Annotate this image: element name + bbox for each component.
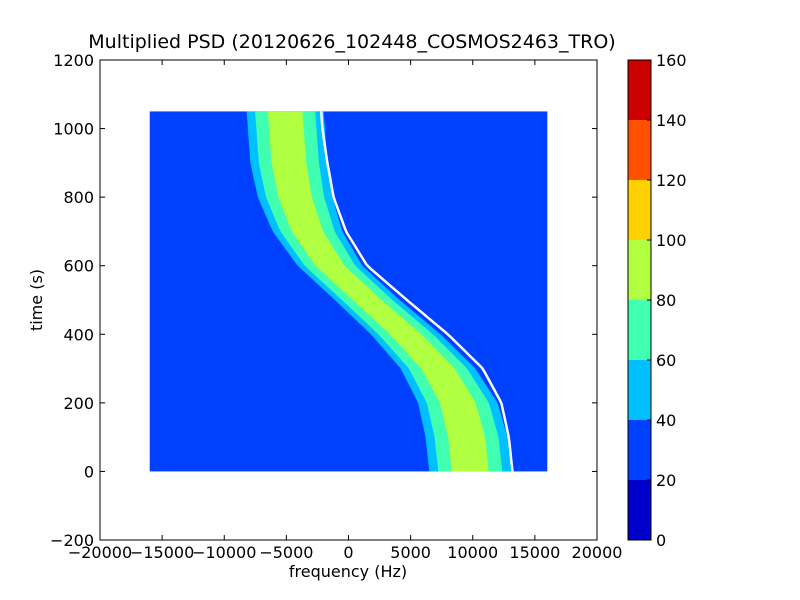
signal-band-level-3 bbox=[267, 111, 489, 472]
y-tick-label: 800 bbox=[63, 188, 94, 207]
colorbar-segment bbox=[628, 180, 651, 240]
colorbar-segment bbox=[628, 240, 651, 300]
y-tick-label: 0 bbox=[84, 462, 94, 481]
colorbar: 0 20 40 60 80 100 120 140 160 bbox=[627, 51, 687, 550]
colorbar-tick-label: 160 bbox=[656, 51, 687, 70]
y-tick-label: 200 bbox=[63, 394, 94, 413]
colorbar-tick-label: 60 bbox=[656, 351, 676, 370]
colorbar-tick-label: 140 bbox=[656, 111, 687, 130]
x-tick-label: 10000 bbox=[447, 543, 498, 562]
colorbar-tick-label: 40 bbox=[656, 411, 676, 430]
y-tick-label: 400 bbox=[63, 325, 94, 344]
colorbar-segment bbox=[628, 360, 651, 420]
plot-area bbox=[99, 59, 598, 541]
x-tick-label: −15000 bbox=[130, 543, 194, 562]
x-tick-label: 0 bbox=[343, 543, 353, 562]
bright-edge-trace bbox=[319, 111, 514, 472]
y-axis-label: time (s) bbox=[27, 269, 46, 331]
y-tick-label: 1000 bbox=[53, 120, 94, 139]
colorbar-tick-label: 80 bbox=[656, 291, 676, 310]
colorbar-tick-label: 20 bbox=[656, 471, 676, 490]
colorbar-tick-label: 120 bbox=[656, 171, 687, 190]
colorbar-tick-label: 0 bbox=[656, 531, 666, 550]
y-tick-label: 1200 bbox=[53, 51, 94, 70]
colorbar-segment bbox=[628, 420, 651, 480]
y-tick-label: 600 bbox=[63, 257, 94, 276]
x-tick-label: −10000 bbox=[192, 543, 256, 562]
x-tick-label: 15000 bbox=[509, 543, 560, 562]
y-tick-label: −200 bbox=[50, 531, 94, 550]
colorbar-tick-label: 100 bbox=[656, 231, 687, 250]
x-axis: −20000−15000−10000 −5000 0 5000 10000 15000 20… bbox=[68, 60, 623, 562]
y-axis: −200 0 200 400 600 800 1000 1200 bbox=[50, 51, 597, 550]
x-axis-label: frequency (Hz) bbox=[289, 562, 407, 581]
colorbar-segment bbox=[628, 480, 651, 540]
x-tick-label: 20000 bbox=[572, 543, 623, 562]
chart-title: Multiplied PSD (20120626_102448_COSMOS24… bbox=[88, 31, 615, 53]
colorbar-segment bbox=[628, 120, 651, 180]
x-tick-label: −5000 bbox=[259, 543, 313, 562]
x-tick-label: 5000 bbox=[390, 543, 431, 562]
colorbar-segment bbox=[628, 60, 651, 120]
x-tick-label: −20000 bbox=[68, 543, 132, 562]
colorbar-segment bbox=[628, 300, 651, 360]
